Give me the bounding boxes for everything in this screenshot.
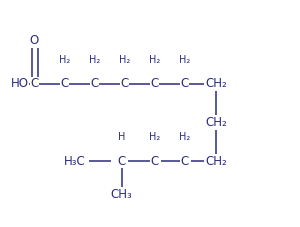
Text: CH₃: CH₃ — [111, 188, 132, 201]
Text: H₂: H₂ — [89, 55, 100, 65]
Text: H₂: H₂ — [119, 55, 130, 65]
Text: C: C — [180, 155, 189, 168]
Text: H: H — [118, 132, 125, 142]
Text: C: C — [90, 77, 99, 91]
Text: HO: HO — [11, 77, 28, 91]
Text: CH₂: CH₂ — [205, 116, 227, 129]
Text: C: C — [117, 155, 126, 168]
Text: H₂: H₂ — [179, 55, 190, 65]
Text: C: C — [60, 77, 69, 91]
Text: CH₂: CH₂ — [205, 155, 227, 168]
Text: H₂: H₂ — [149, 55, 160, 65]
Text: O: O — [30, 34, 39, 47]
Text: C: C — [30, 77, 39, 91]
Text: H₂: H₂ — [179, 132, 190, 142]
Text: C: C — [180, 77, 189, 91]
Text: C: C — [150, 155, 159, 168]
Text: H₃C: H₃C — [64, 155, 86, 168]
Text: C: C — [120, 77, 129, 91]
Text: CH₂: CH₂ — [205, 77, 227, 91]
Text: C: C — [150, 77, 159, 91]
Text: H₂: H₂ — [149, 132, 160, 142]
Text: H₂: H₂ — [59, 55, 70, 65]
